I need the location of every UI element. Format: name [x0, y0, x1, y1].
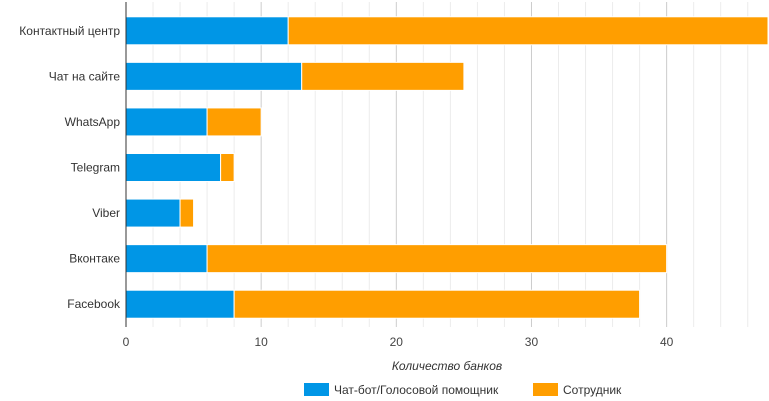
category-labels: Контактный центр Чат на сайте WhatsApp Tele… [19, 24, 121, 311]
bar-employee-5 [206, 244, 668, 274]
bars [125, 16, 769, 319]
legend: Чат-бот/Голосовой помощник Сотрудник [304, 383, 622, 397]
bar-chatbot-2 [125, 107, 208, 137]
bar-employee-3 [220, 153, 235, 182]
bar-employee-4 [179, 198, 195, 228]
category-label-2: WhatsApp [65, 115, 121, 129]
x-tick-label-30: 30 [525, 335, 539, 349]
legend-label-chatbot: Чат-бот/Голосовой помощник [334, 383, 499, 397]
bar-employee-1 [301, 61, 465, 91]
x-tick-label-0: 0 [123, 335, 130, 349]
bar-chatbot-5 [125, 244, 208, 274]
x-tick-label-40: 40 [660, 335, 674, 349]
category-label-0: Контактный центр [19, 24, 120, 38]
category-label-6: Facebook [67, 297, 121, 311]
category-label-4: Viber [92, 206, 120, 220]
x-tick-label-20: 20 [390, 335, 404, 349]
category-label-1: Чат на сайте [49, 69, 121, 83]
legend-label-employee: Сотрудник [563, 383, 622, 397]
bar-chatbot-3 [125, 153, 222, 182]
bar-chatbot-0 [125, 16, 289, 46]
grid-lines [152, 2, 749, 327]
bar-chatbot-1 [125, 61, 303, 91]
bar-chatbot-6 [125, 289, 235, 319]
x-tick-labels: 0 10 20 30 40 [123, 335, 674, 349]
bar-employee-0 [287, 16, 769, 46]
category-label-5: Вконтаке [69, 252, 120, 266]
x-axis-title: Количество банков [392, 359, 502, 373]
category-label-3: Telegram [71, 161, 120, 175]
bar-employee-2 [206, 107, 262, 137]
x-tick-label-10: 10 [254, 335, 268, 349]
legend-swatch-chatbot [304, 383, 329, 396]
legend-swatch-employee [533, 383, 558, 396]
bar-employee-6 [233, 289, 641, 319]
bar-chatbot-4 [125, 198, 181, 228]
